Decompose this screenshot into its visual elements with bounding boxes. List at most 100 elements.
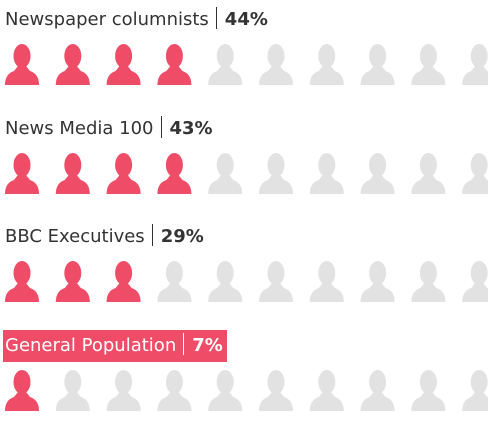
icon-body bbox=[157, 66, 192, 85]
empty-icon bbox=[360, 261, 395, 302]
empty-icon bbox=[157, 370, 192, 411]
icon-head bbox=[369, 370, 387, 394]
filled-icon bbox=[157, 44, 192, 85]
icon-body bbox=[360, 283, 395, 302]
icon-head bbox=[115, 153, 133, 177]
icon-body bbox=[55, 175, 90, 194]
empty-icon bbox=[360, 44, 395, 85]
icon-head bbox=[13, 261, 31, 285]
icon-body bbox=[208, 175, 243, 194]
icon-head bbox=[165, 370, 183, 394]
empty-icon bbox=[309, 370, 344, 411]
icon-head bbox=[216, 370, 234, 394]
filled-icon bbox=[55, 44, 90, 85]
filled-icon bbox=[5, 44, 39, 85]
icon-head bbox=[64, 261, 82, 285]
icon-body bbox=[309, 283, 344, 302]
icon-body bbox=[259, 66, 293, 85]
icon-head bbox=[267, 370, 285, 394]
icon-head bbox=[216, 261, 234, 285]
filled-icon bbox=[106, 261, 141, 302]
empty-icon bbox=[259, 261, 293, 302]
icon-row bbox=[5, 153, 488, 194]
empty-icon bbox=[462, 153, 488, 194]
icon-body bbox=[259, 283, 293, 302]
icon-body bbox=[208, 283, 243, 302]
empty-icon bbox=[309, 261, 344, 302]
icon-head bbox=[369, 153, 387, 177]
filled-icon bbox=[106, 44, 141, 85]
icon-body bbox=[106, 392, 141, 411]
icon-head bbox=[64, 153, 82, 177]
icon-body bbox=[411, 66, 446, 85]
icon-head bbox=[470, 261, 488, 285]
icon-row bbox=[5, 370, 488, 411]
filled-icon bbox=[5, 153, 39, 194]
empty-icon bbox=[411, 261, 446, 302]
icon-head bbox=[13, 370, 31, 394]
filled-icon bbox=[106, 153, 141, 194]
icon-head bbox=[318, 153, 336, 177]
value-label: 7% bbox=[192, 335, 223, 356]
icon-body bbox=[360, 66, 395, 85]
icon-head bbox=[64, 370, 82, 394]
icon-head bbox=[13, 44, 31, 68]
icon-head bbox=[470, 153, 488, 177]
icon-body bbox=[309, 66, 344, 85]
category-name: Newspaper columnists bbox=[5, 9, 209, 30]
empty-icon bbox=[309, 153, 344, 194]
icon-body bbox=[5, 283, 39, 302]
category-row: BBC Executives 29% bbox=[0, 221, 488, 321]
separator bbox=[151, 224, 153, 246]
separator bbox=[183, 333, 185, 355]
icon-head bbox=[419, 261, 437, 285]
icon-body bbox=[462, 392, 488, 411]
empty-icon bbox=[411, 44, 446, 85]
empty-icon bbox=[259, 44, 293, 85]
category-label: News Media 100 43% bbox=[3, 113, 217, 145]
icon-body bbox=[55, 392, 90, 411]
empty-icon bbox=[360, 370, 395, 411]
category-row: General Population 7% bbox=[0, 330, 488, 430]
filled-icon bbox=[55, 153, 90, 194]
empty-icon bbox=[55, 370, 90, 411]
empty-icon bbox=[259, 153, 293, 194]
icon-head bbox=[267, 261, 285, 285]
category-label: BBC Executives 29% bbox=[3, 221, 208, 253]
icon-body bbox=[55, 66, 90, 85]
icon-body bbox=[157, 283, 192, 302]
icon-row bbox=[5, 261, 488, 302]
empty-icon bbox=[259, 370, 293, 411]
icon-body bbox=[259, 175, 293, 194]
icon-head bbox=[115, 261, 133, 285]
filled-icon bbox=[55, 261, 90, 302]
icon-head bbox=[165, 153, 183, 177]
empty-icon bbox=[411, 153, 446, 194]
icon-head bbox=[419, 153, 437, 177]
icon-body bbox=[5, 392, 39, 411]
icon-head bbox=[115, 370, 133, 394]
category-name: BBC Executives bbox=[5, 226, 145, 247]
icon-body bbox=[208, 66, 243, 85]
icon-head bbox=[470, 44, 488, 68]
icon-head bbox=[267, 153, 285, 177]
icon-row bbox=[5, 44, 488, 85]
icon-body bbox=[309, 392, 344, 411]
icon-body bbox=[106, 66, 141, 85]
empty-icon bbox=[208, 261, 243, 302]
empty-icon bbox=[208, 44, 243, 85]
icon-body bbox=[208, 392, 243, 411]
category-label: General Population 7% bbox=[3, 330, 227, 362]
separator bbox=[215, 7, 217, 29]
icon-body bbox=[5, 66, 39, 85]
icon-body bbox=[462, 283, 488, 302]
icon-head bbox=[216, 44, 234, 68]
category-name: News Media 100 bbox=[5, 118, 154, 139]
icon-body bbox=[462, 66, 488, 85]
empty-icon bbox=[462, 44, 488, 85]
icon-head bbox=[419, 370, 437, 394]
icon-head bbox=[165, 44, 183, 68]
icon-head bbox=[115, 44, 133, 68]
icon-head bbox=[369, 261, 387, 285]
icon-body bbox=[411, 283, 446, 302]
